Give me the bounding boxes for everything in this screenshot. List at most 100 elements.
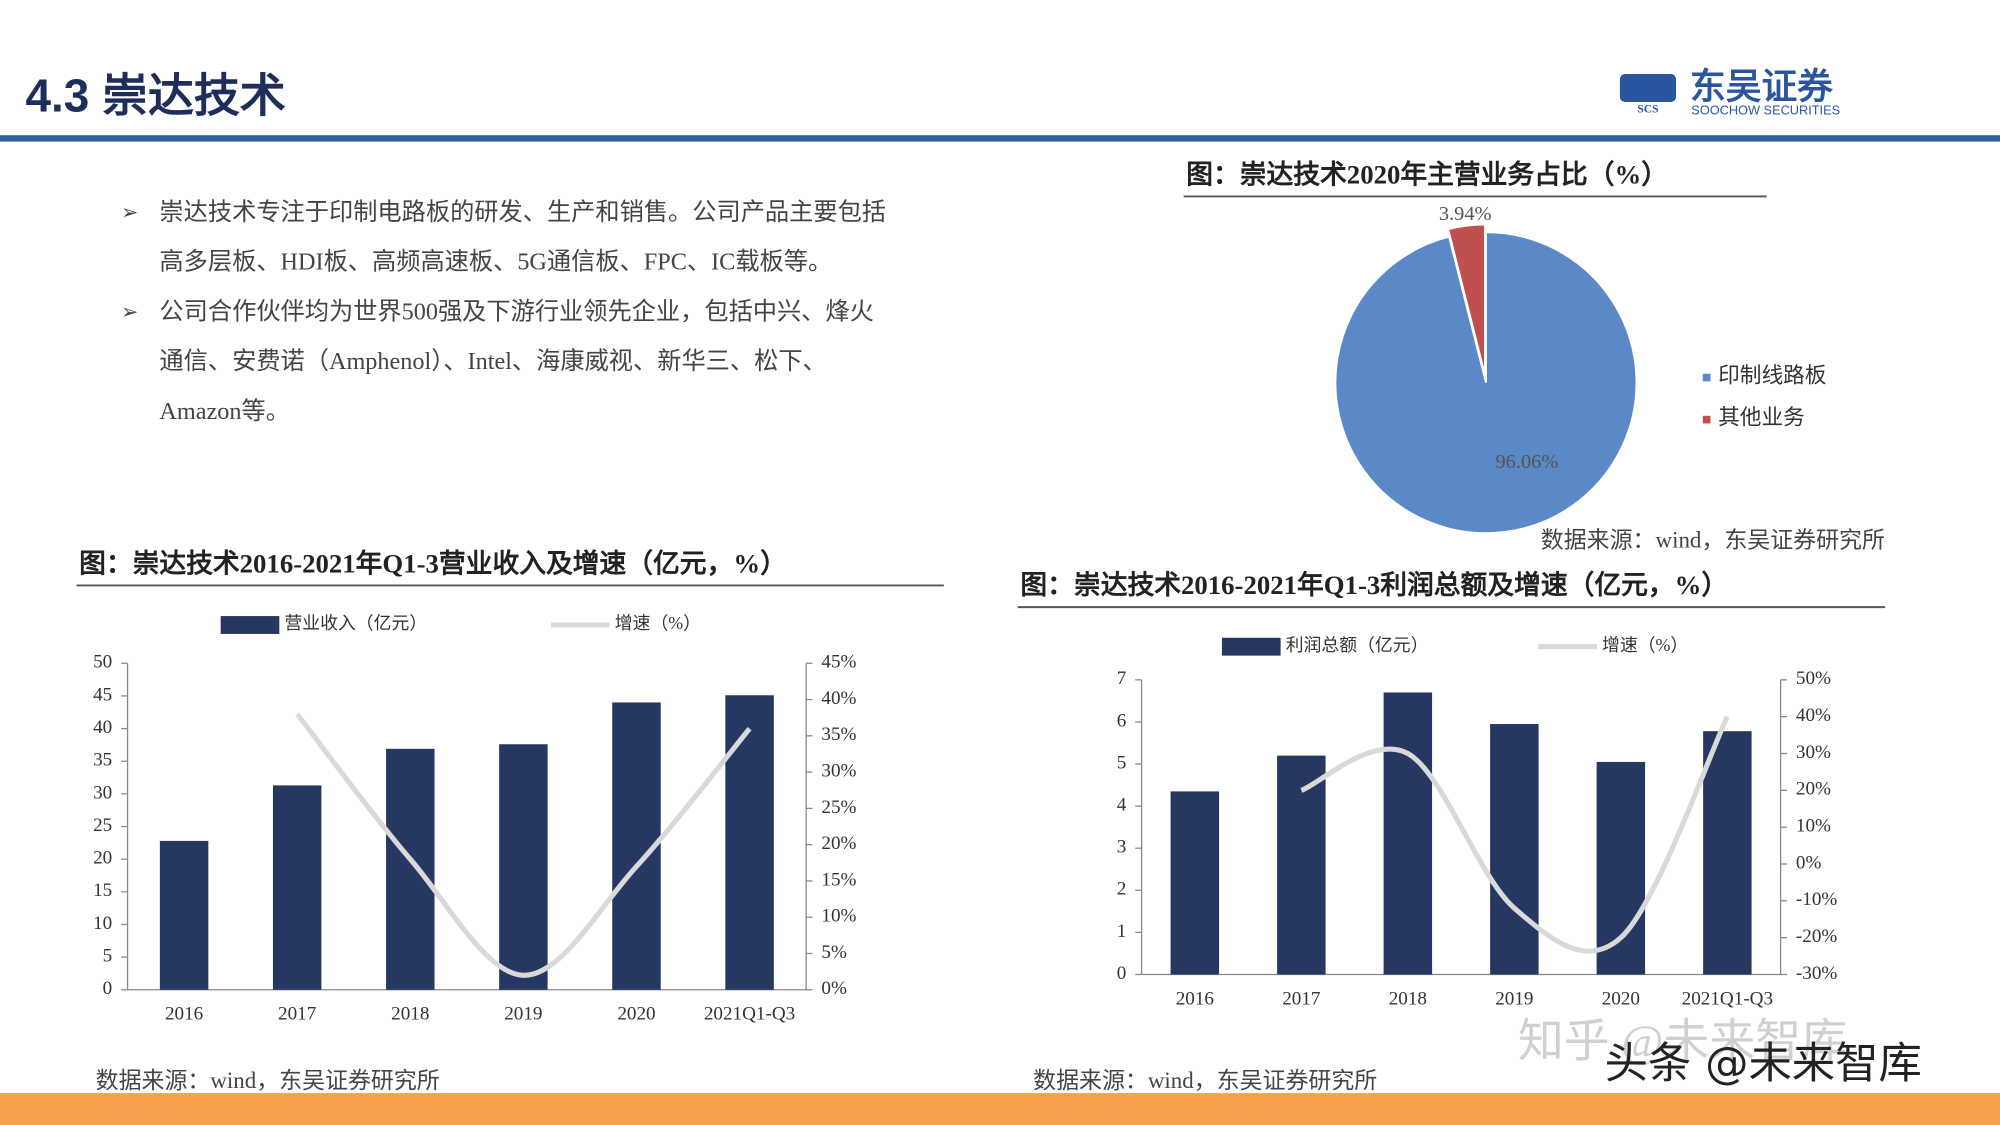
y2-tick-label: 30% — [1796, 742, 1831, 763]
y2-tick-label: 10% — [821, 906, 856, 927]
bar — [386, 748, 435, 990]
y2-tick-label: 0% — [821, 978, 847, 999]
y-tick-label: 40 — [93, 717, 112, 738]
y-tick-label: 10 — [93, 913, 112, 934]
legend-swatch — [220, 616, 280, 634]
logo-mark: SCS — [1637, 103, 1658, 115]
legend-label: 利润总额（亿元） — [1286, 635, 1429, 655]
y2-tick-label: 20% — [821, 833, 856, 854]
y2-tick-label: 30% — [821, 760, 856, 781]
bullet-text: 公司合作伙伴均为世界500强及下游行业领先企业，包括中兴、烽火 — [159, 298, 873, 325]
bullet-text: 通信、安费诺（Amphenol）、Intel、海康威视、新华三、松下、 — [159, 348, 826, 375]
bar — [1596, 761, 1646, 975]
legend-label: 其他业务 — [1718, 406, 1805, 430]
header-rule — [0, 135, 2000, 142]
pie-label: 96.06% — [1495, 451, 1558, 473]
y2-tick-label: 15% — [821, 869, 856, 890]
y-tick-label: 6 — [1117, 710, 1127, 731]
y-tick-label: 4 — [1117, 795, 1127, 816]
y-tick-label: 7 — [1117, 668, 1127, 689]
y-tick-label: 30 — [93, 782, 112, 803]
x-tick-label: 2020 — [1602, 988, 1640, 1009]
pie-slice — [1446, 223, 1486, 376]
growth-line — [295, 712, 752, 978]
y2-tick-label: 20% — [1796, 779, 1831, 800]
pie-label: 3.94% — [1439, 203, 1492, 225]
slide-title: 4.3 崇达技术 — [26, 70, 286, 122]
bar — [1383, 692, 1433, 975]
y2-tick-label: -30% — [1796, 963, 1837, 984]
chart-source: 数据来源：wind，东吴证券研究所 — [96, 1068, 440, 1093]
y2-tick-label: -20% — [1796, 926, 1837, 947]
x-tick-label: 2016 — [165, 1004, 203, 1025]
y-tick-label: 15 — [93, 880, 112, 901]
x-tick-label: 2017 — [278, 1004, 317, 1025]
y2-tick-label: 0% — [1796, 852, 1822, 873]
chart-source: 数据来源：wind，东吴证券研究所 — [1033, 1068, 1377, 1093]
legend-swatch — [1702, 373, 1711, 382]
legend-swatch — [1702, 415, 1711, 424]
y2-tick-label: 45% — [821, 652, 856, 673]
x-tick-label: 2021Q1-Q3 — [1682, 988, 1773, 1009]
y-tick-label: 2 — [1117, 879, 1127, 900]
chart-title: 图：崇达技术2020年主营业务占比（%） — [1186, 158, 1668, 189]
y-tick-label: 50 — [93, 652, 112, 673]
logo-text: 东吴证券 — [1690, 67, 1833, 107]
x-tick-label: 2018 — [1389, 988, 1427, 1009]
y2-tick-label: 35% — [821, 724, 856, 745]
legend-label: 印制线路板 — [1718, 364, 1826, 388]
x-tick-label: 2016 — [1176, 988, 1214, 1009]
y-tick-label: 45 — [93, 684, 112, 705]
chart-title: 图：崇达技术2016-2021年Q1-3利润总额及增速（亿元，%） — [1020, 569, 1728, 600]
bar — [159, 840, 209, 990]
legend-swatch — [1221, 637, 1281, 656]
y-tick-label: 35 — [93, 750, 112, 771]
y2-tick-label: 50% — [1796, 668, 1831, 689]
y-tick-label: 20 — [93, 848, 112, 869]
y-tick-label: 1 — [1117, 921, 1127, 942]
y2-tick-label: 40% — [1796, 705, 1831, 726]
y-tick-label: 0 — [103, 978, 113, 999]
x-tick-label: 2021Q1-Q3 — [704, 1004, 795, 1025]
bar — [1490, 724, 1539, 975]
y2-tick-label: 5% — [821, 942, 847, 963]
x-tick-label: 2019 — [504, 1004, 542, 1025]
y-tick-label: 5 — [103, 946, 113, 967]
logo-sub: SOOCHOW SECURITIES — [1691, 102, 1840, 117]
y2-tick-label: 25% — [821, 797, 856, 818]
bar — [499, 744, 548, 990]
x-tick-label: 2019 — [1495, 988, 1533, 1009]
pie-slice — [1334, 231, 1638, 535]
legend-label: 增速（%） — [1602, 635, 1688, 655]
y-tick-label: 25 — [93, 815, 112, 836]
bullet-text: 高多层板、HDI板、高频高速板、5G通信板、FPC、IC载板等。 — [159, 249, 832, 276]
legend-label: 营业收入（亿元） — [284, 613, 427, 633]
x-tick-label: 2020 — [617, 1004, 655, 1025]
y2-tick-label: 10% — [1796, 816, 1831, 837]
bullet-marker: ➢ — [121, 202, 138, 224]
bullet-text: Amazon等。 — [159, 398, 289, 425]
bar — [1170, 791, 1220, 975]
x-tick-label: 2018 — [391, 1004, 429, 1025]
footer-bar — [0, 1093, 2000, 1125]
bullet-text: 崇达技术专注于印制电路板的研发、生产和销售。公司产品主要包括 — [159, 199, 886, 226]
chart-title: 图：崇达技术2016-2021年Q1-3营业收入及增速（亿元，%） — [79, 547, 787, 578]
y2-tick-label: 40% — [821, 688, 856, 709]
legend-label: 增速（%） — [615, 613, 701, 633]
bar — [725, 695, 774, 990]
bar — [1277, 755, 1326, 975]
y-tick-label: 3 — [1117, 837, 1127, 858]
watermark: 头条 @未来智库 — [1605, 1039, 1922, 1089]
chart-source: 数据来源：wind，东吴证券研究所 — [1541, 527, 1885, 552]
logo-icon — [1619, 73, 1677, 103]
x-tick-label: 2017 — [1282, 988, 1321, 1009]
y2-tick-label: -10% — [1796, 889, 1837, 910]
bullet-marker: ➢ — [121, 301, 138, 323]
growth-line — [1300, 715, 1730, 954]
y-tick-label: 5 — [1117, 752, 1127, 773]
watermark: 知乎 @未来智库 — [1518, 1015, 1847, 1066]
bar — [272, 785, 322, 990]
y-tick-label: 0 — [1117, 963, 1127, 984]
bar — [1703, 731, 1752, 975]
